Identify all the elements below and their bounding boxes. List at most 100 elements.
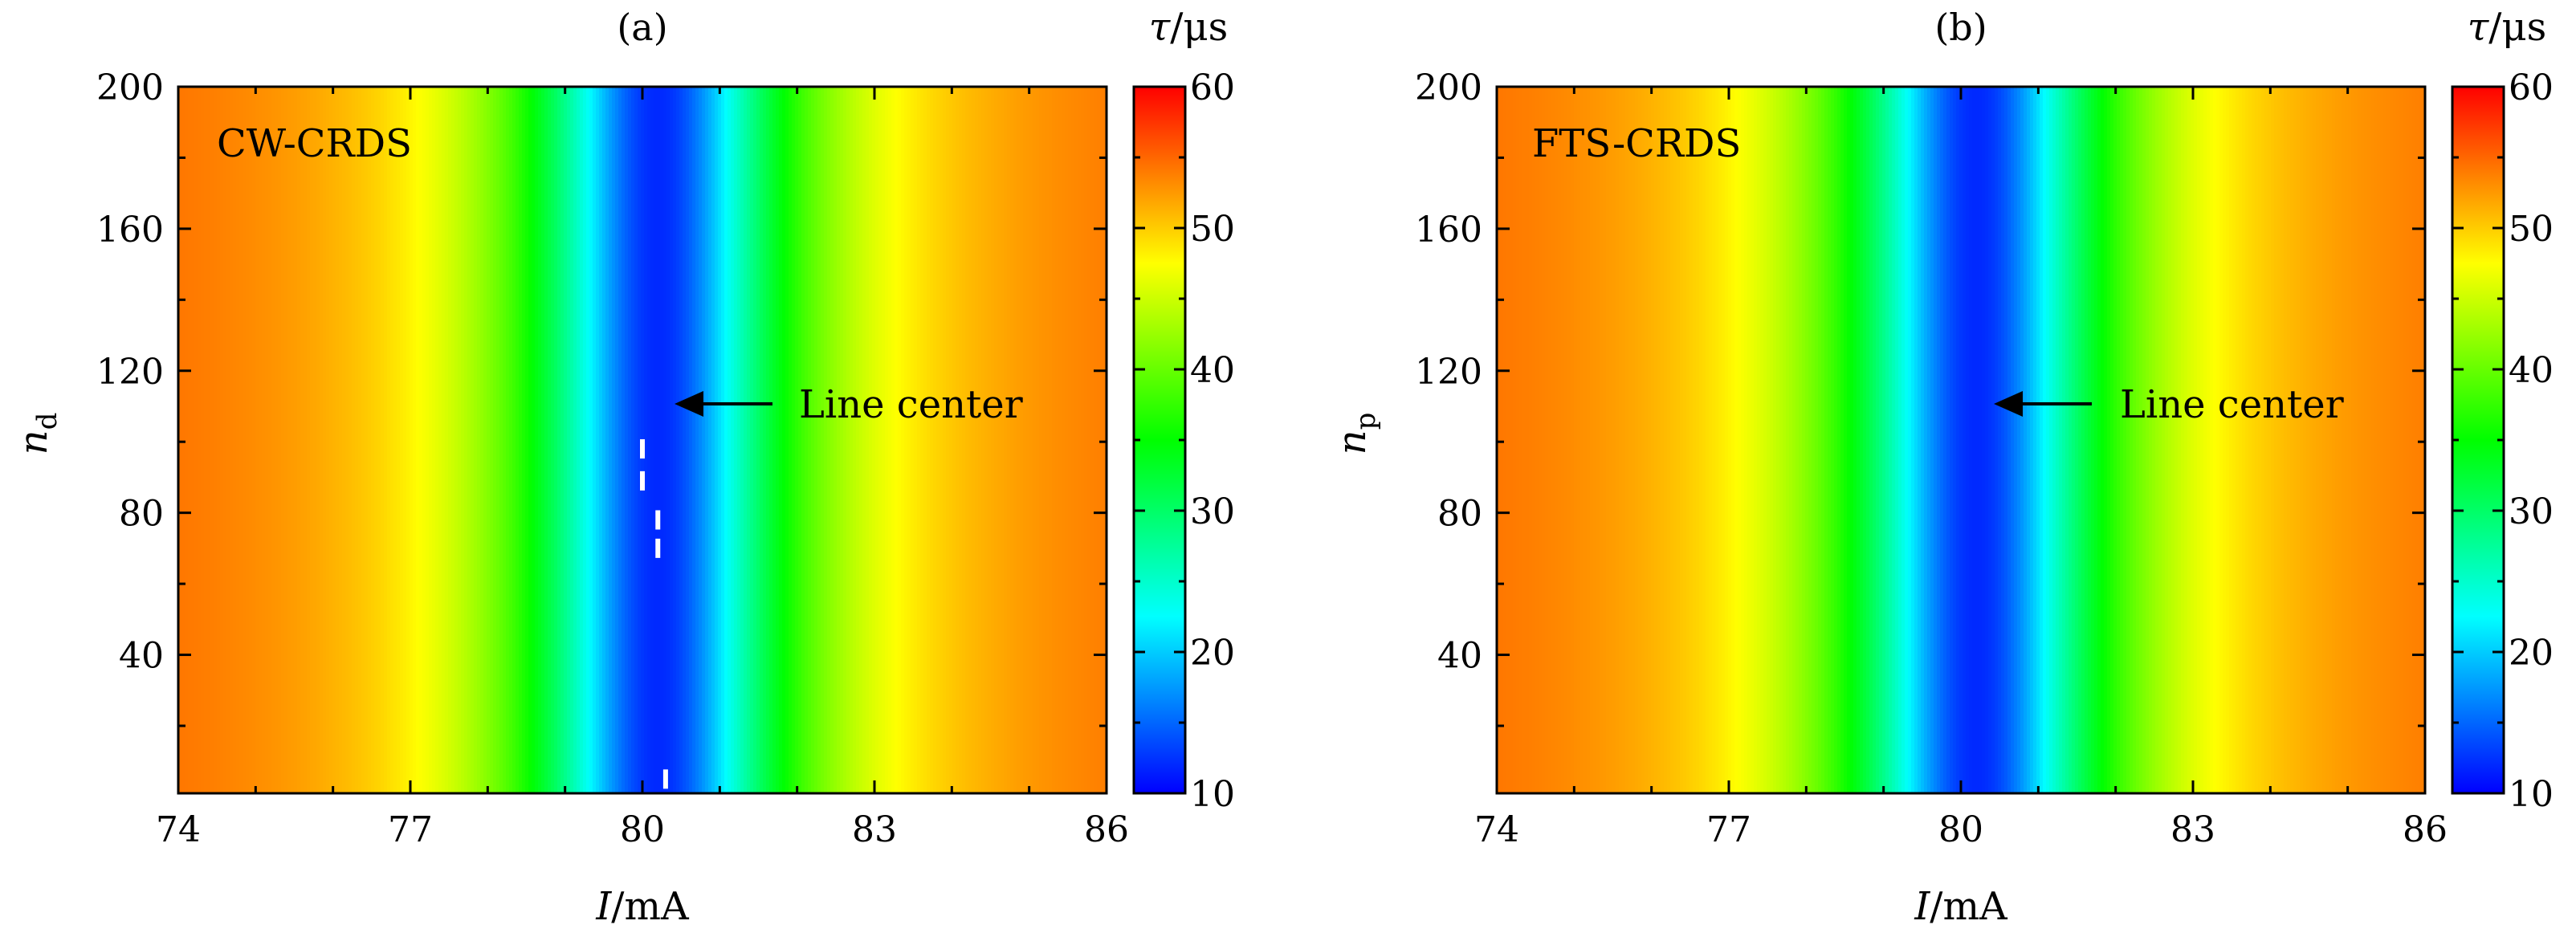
heatmap-column xyxy=(1982,87,1986,793)
heatmap-column xyxy=(2335,87,2339,793)
heatmap-column xyxy=(393,87,397,793)
heatmap-column xyxy=(410,87,414,793)
heatmap-column xyxy=(1831,87,1835,793)
heatmap-column xyxy=(2162,87,2166,793)
panel-a-x-ticks: 74 77 80 83 86 xyxy=(156,87,1129,850)
heatmap-column xyxy=(2024,87,2028,793)
heatmap-column xyxy=(1001,87,1005,793)
heatmap-column xyxy=(1600,87,1604,793)
heatmap-column xyxy=(811,87,815,793)
heatmap-column xyxy=(1956,87,1960,793)
heatmap-column xyxy=(1619,87,1623,793)
heatmap-column xyxy=(1943,87,1947,793)
heatmap-column xyxy=(2216,87,2220,793)
colorbar-tick-label: 40 xyxy=(2509,350,2554,391)
heatmap-column xyxy=(750,87,754,793)
heatmap-column xyxy=(374,87,378,793)
heatmap-column xyxy=(336,87,340,793)
heatmap-column xyxy=(2386,87,2391,793)
heatmap-column xyxy=(1045,87,1050,793)
heatmap-column xyxy=(1039,87,1043,793)
heatmap-column xyxy=(2001,87,2005,793)
heatmap-column xyxy=(458,87,462,793)
heatmap-column xyxy=(2171,87,2175,793)
heatmap-column xyxy=(464,87,468,793)
heatmap-column xyxy=(2175,87,2179,793)
heatmap-column xyxy=(1940,87,1944,793)
heatmap-column xyxy=(1055,87,1059,793)
heatmap-column xyxy=(1532,87,1536,793)
heatmap-column xyxy=(1776,87,1780,793)
heatmap-column xyxy=(271,87,275,793)
panel-a-y-ticks: 40 80 120 160 200 xyxy=(96,67,1107,727)
heatmap-column xyxy=(2123,87,2127,793)
heatmap-column xyxy=(2133,87,2137,793)
heatmap-column xyxy=(1506,87,1510,793)
heatmap-column xyxy=(1580,87,1584,793)
heatmap-column xyxy=(1062,87,1066,793)
heatmap-column xyxy=(2248,87,2252,793)
heatmap-column xyxy=(400,87,404,793)
heatmap-column xyxy=(1551,87,1555,793)
heatmap-column xyxy=(2399,87,2403,793)
heatmap-column xyxy=(2081,87,2085,793)
heatmap-column xyxy=(220,87,224,793)
heatmap-column xyxy=(2419,87,2423,793)
heatmap-column xyxy=(795,87,799,793)
panel-a-x-axis-var: I xyxy=(595,884,612,929)
heatmap-column xyxy=(1991,87,1995,793)
heatmap-column xyxy=(1686,87,1690,793)
heatmap-column xyxy=(715,87,719,793)
heatmap-column xyxy=(991,87,995,793)
heatmap-column xyxy=(1969,87,1973,793)
heatmap-column xyxy=(1876,87,1880,793)
outlier-point xyxy=(640,471,645,491)
heatmap-column xyxy=(2329,87,2333,793)
heatmap-column xyxy=(1683,87,1687,793)
heatmap-column xyxy=(1898,87,1902,793)
heatmap-column xyxy=(2409,87,2413,793)
heatmap-column xyxy=(1873,87,1877,793)
heatmap-column xyxy=(381,87,385,793)
heatmap-column xyxy=(769,87,773,793)
heatmap-column xyxy=(602,87,606,793)
heatmap-column xyxy=(634,87,638,793)
panel-b-x-axis-unit: /mA xyxy=(1930,884,2008,929)
heatmap-column xyxy=(358,87,362,793)
heatmap-column xyxy=(259,87,263,793)
heatmap-column xyxy=(262,87,266,793)
heatmap-column xyxy=(711,87,715,793)
heatmap-column xyxy=(1013,87,1017,793)
heatmap-column xyxy=(265,87,269,793)
heatmap-column xyxy=(984,87,988,793)
heatmap-column xyxy=(390,87,394,793)
heatmap-column xyxy=(1654,87,1658,793)
heatmap-column xyxy=(1622,87,1626,793)
heatmap-column xyxy=(2165,87,2169,793)
heatmap-column xyxy=(499,87,503,793)
heatmap-column xyxy=(1497,87,1501,793)
heatmap-column xyxy=(471,87,475,793)
heatmap-column xyxy=(1882,87,1886,793)
heatmap-column xyxy=(178,87,182,793)
heatmap-column xyxy=(792,87,796,793)
heatmap-column xyxy=(1885,87,1889,793)
panel-a-colorbar-var: τ xyxy=(1149,5,1172,50)
heatmap-column xyxy=(927,87,931,793)
heatmap-column xyxy=(2210,87,2214,793)
svg-text:np: np xyxy=(1330,413,1382,455)
heatmap-column xyxy=(352,87,356,793)
heatmap-column xyxy=(1767,87,1771,793)
heatmap-column xyxy=(2332,87,2336,793)
heatmap-column xyxy=(1023,87,1027,793)
heatmap-column xyxy=(2017,87,2021,793)
heatmap-column xyxy=(2313,87,2317,793)
heatmap-column xyxy=(339,87,343,793)
heatmap-column xyxy=(429,87,433,793)
heatmap-column xyxy=(1564,87,1568,793)
x-tick-label: 74 xyxy=(156,809,201,850)
heatmap-column xyxy=(1712,87,1716,793)
heatmap-column xyxy=(2309,87,2313,793)
heatmap-column xyxy=(952,87,956,793)
heatmap-column xyxy=(310,87,314,793)
